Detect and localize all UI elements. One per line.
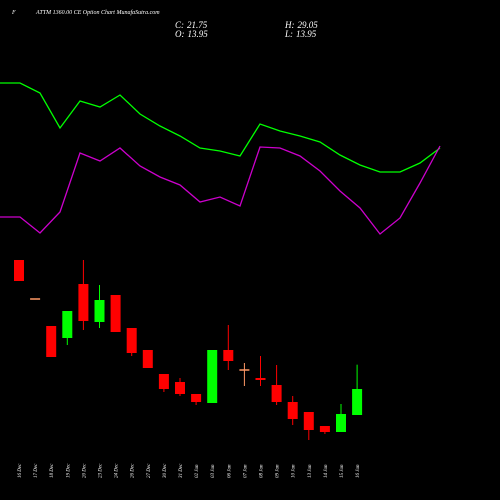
x-tick-label: 14 Jan	[324, 464, 329, 478]
x-tick-label: 31 Dec	[179, 463, 184, 478]
candle-body	[175, 382, 185, 394]
stat: O: 13.95	[175, 29, 208, 39]
stat-value: 13.95	[188, 29, 209, 39]
chart-title: ATTM 1360.00 CE Option Chart MunafaSutra…	[35, 9, 160, 16]
x-tick-label: 13 Jan	[308, 464, 313, 478]
candle-body	[207, 350, 218, 403]
stat-value: 13.95	[296, 29, 317, 39]
stat-label: H:	[284, 20, 295, 30]
x-tick-label: 03 Jan	[211, 464, 216, 478]
candle-body	[30, 298, 41, 300]
x-tick-label: 16 Dec	[18, 463, 23, 478]
x-tick-label: 08 Jan	[260, 464, 265, 478]
candle-body	[158, 374, 169, 389]
candle-body	[62, 311, 73, 338]
candle-body	[239, 369, 250, 371]
x-tick-label: 19 Dec	[66, 463, 71, 478]
candle-body	[223, 350, 234, 361]
x-tick-label: 26 Dec	[131, 463, 136, 478]
indicator-line	[0, 82, 441, 173]
x-tick-label: 27 Dec	[147, 463, 152, 478]
candle-body	[271, 385, 282, 402]
x-tick-label: 15 Jan	[340, 464, 345, 478]
stat-label: C:	[175, 20, 184, 30]
stat: L: 13.95	[284, 29, 317, 39]
corner-label: F	[11, 10, 16, 16]
x-tick-label: 17 Dec	[34, 463, 39, 478]
candle-body	[191, 394, 202, 402]
candle-body	[319, 426, 330, 432]
candle-body	[14, 260, 24, 281]
candle-body	[126, 328, 137, 353]
x-tick-label: 02 Jan	[195, 464, 200, 478]
indicator-line	[0, 145, 441, 235]
stat: H: 29.05	[284, 20, 318, 30]
candle-body	[352, 389, 363, 415]
stat-label: O:	[175, 29, 185, 39]
candle-body	[255, 378, 266, 380]
x-tick-label: 16 Jan	[356, 464, 361, 478]
stat-value: 29.05	[298, 20, 319, 30]
stat: C: 21.75	[175, 20, 208, 30]
candle-body	[46, 326, 57, 357]
x-tick-label: 24 Dec	[115, 463, 120, 478]
candle-body	[303, 412, 314, 430]
x-tick-label: 06 Jan	[227, 464, 232, 478]
stat-label: L:	[284, 29, 293, 39]
x-tick-label: 23 Dec	[99, 463, 104, 478]
candle-body	[94, 300, 105, 322]
candle-body	[142, 350, 153, 368]
candle-body	[287, 402, 298, 419]
x-tick-label: 07 Jan	[243, 464, 248, 478]
x-tick-label: 18 Dec	[50, 463, 55, 478]
candle-body	[110, 295, 121, 332]
x-tick-label: 10 Jan	[292, 464, 297, 478]
x-tick-label: 20 Dec	[82, 463, 87, 478]
x-tick-label: 30 Dec	[163, 463, 168, 478]
candle-body	[336, 414, 346, 432]
candle-body	[78, 284, 89, 321]
stat-value: 21.75	[187, 20, 208, 30]
x-tick-label: 09 Jan	[276, 464, 281, 478]
